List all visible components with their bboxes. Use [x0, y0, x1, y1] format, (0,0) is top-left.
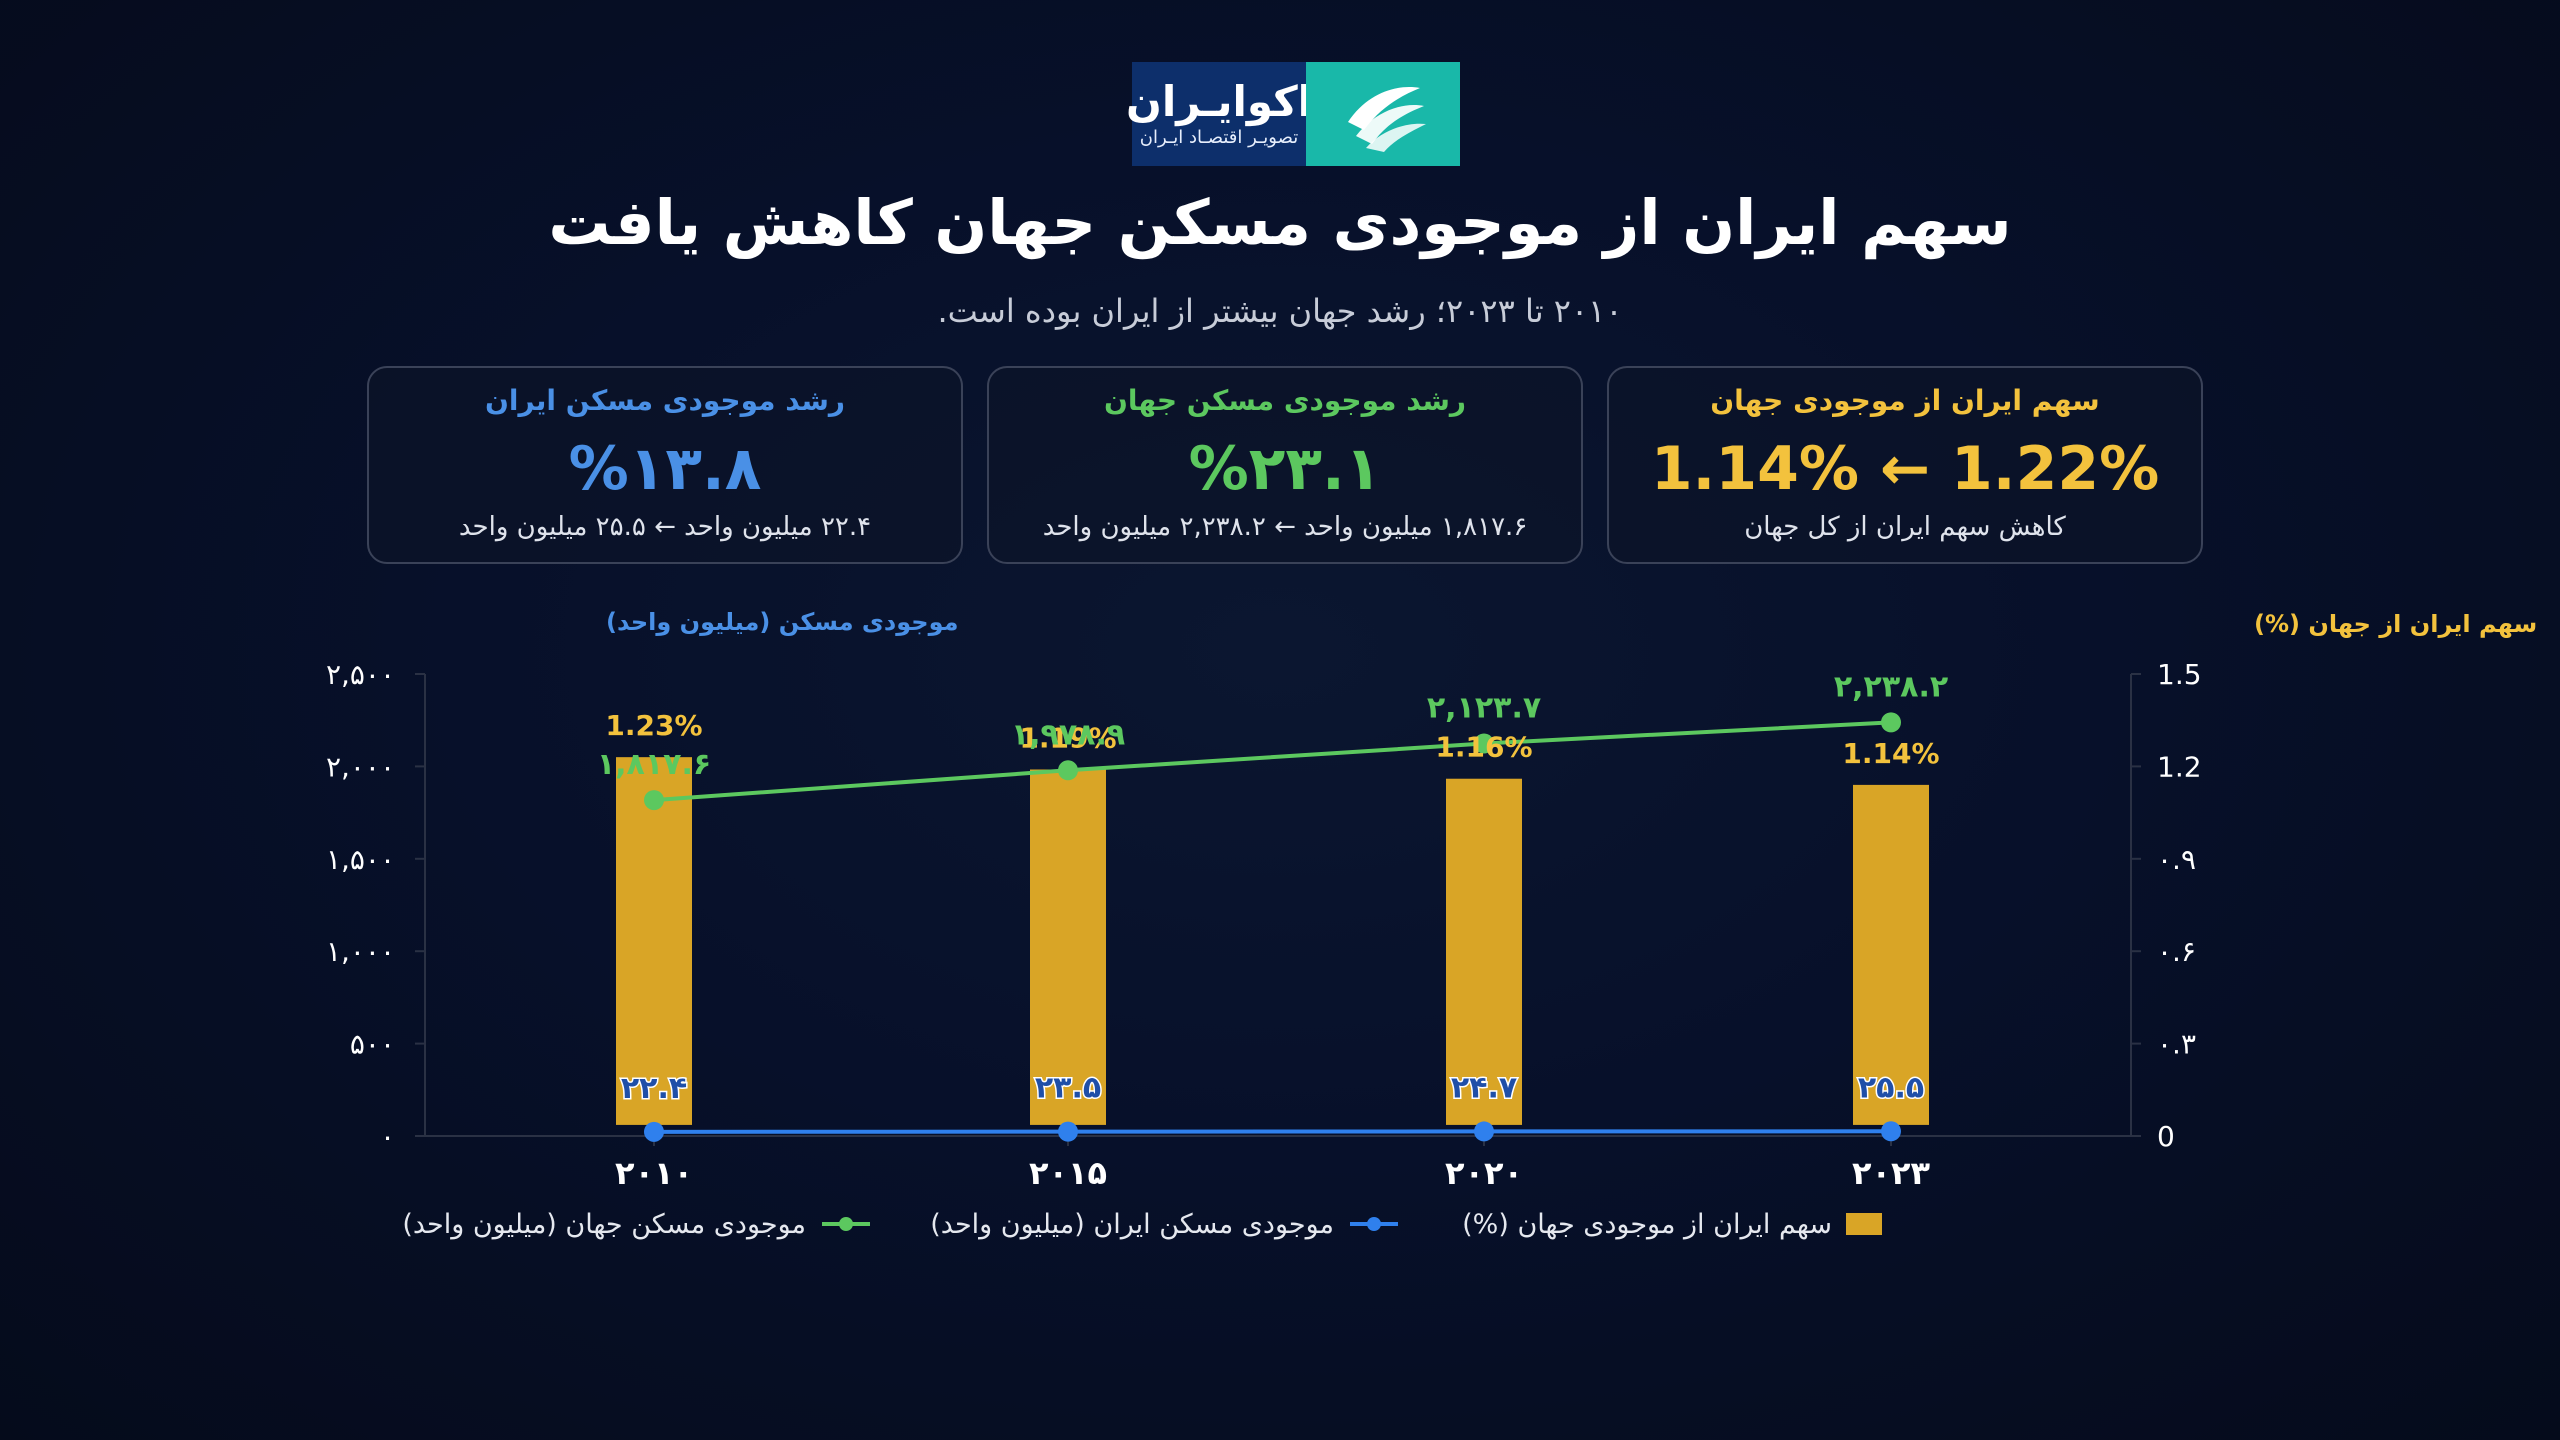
page-subtitle: ۲۰۱۰ تا ۲۰۲۳؛ رشد جهان بیشتر از ایران بو… [937, 292, 1623, 330]
legend-share-label: سهم ایران از موجودی جهان (%) [1462, 1208, 1832, 1240]
iran-point [644, 1121, 664, 1142]
card-iran-growth-note: ۲۲.۴ میلیون واحد ← ۲۵.۵ میلیون واحد [458, 512, 872, 542]
card-iran-share-title: سهم ایران از موجودی جهان [1710, 384, 2100, 417]
y-right-tick-label: 1.2 [2157, 750, 2202, 783]
card-iran-growth-title: رشد موجودی مسکن ایران [484, 384, 846, 417]
x-tick-label: ۲۰۲۳ [1852, 1154, 1931, 1192]
card-iran-share-note: کاهش سهم ایران از کل جهان [1744, 512, 2066, 542]
world-point [1881, 712, 1901, 733]
legend-iran-label: موجودی مسکن ایران (میلیون واحد) [930, 1208, 1334, 1240]
share-bar-label: 1.16% [1435, 731, 1532, 764]
card-world-growth-note: ۱,۸۱۷.۶ میلیون واحد ← ۲,۲۳۸.۲ میلیون واح… [1042, 512, 1528, 542]
y-left-tick-label: ۱,۵۰۰ [326, 843, 395, 876]
card-world-growth-value: %۲۳.۱ [1188, 434, 1382, 504]
card-world-growth-title: رشد موجودی مسکن جهان [1103, 384, 1467, 417]
share-bar [1853, 784, 1929, 1125]
y-left-tick-label: ۲,۰۰۰ [326, 750, 395, 783]
legend-share-swatch [1846, 1213, 1882, 1235]
iran-point-label: ۲۲.۴ [621, 1071, 687, 1106]
legend-item-world: موجودی مسکن جهان (میلیون واحد) [402, 1204, 872, 1244]
iran-point [1058, 1121, 1078, 1142]
card-iran-growth: رشد موجودی مسکن ایران %۱۳.۸ ۲۲.۴ میلیون … [367, 366, 963, 564]
card-iran-growth-value: %۱۳.۸ [568, 434, 762, 504]
logo: اکوایـران تصویـر اقتصـاد ایـران [1126, 62, 1460, 166]
world-point [644, 790, 664, 811]
world-point-label: ۱,۹۷۸.۹ [1011, 717, 1125, 752]
legend-item-share: سهم ایران از موجودی جهان (%) [1462, 1204, 1882, 1244]
iran-point [1881, 1121, 1901, 1142]
y-right-tick-label: 0 [2157, 1120, 2175, 1153]
logo-icon [1306, 62, 1460, 166]
x-tick-label: ۲۰۱۵ [1029, 1154, 1107, 1192]
logo-wordmark: اکوایـران تصویـر اقتصـاد ایـران [1126, 62, 1312, 166]
card-iran-share: سهم ایران از موجودی جهان 1.22% ← 1.14% ک… [1607, 366, 2203, 564]
iran-point-label: ۲۳.۵ [1035, 1071, 1101, 1106]
legend-world-label: موجودی مسکن جهان (میلیون واحد) [402, 1208, 806, 1240]
share-bar [1030, 769, 1106, 1125]
share-bar [1446, 778, 1522, 1125]
y-right-tick-label: ۰.۳ [2157, 1028, 2196, 1061]
legend-item-iran: موجودی مسکن ایران (میلیون واحد) [930, 1204, 1400, 1244]
card-iran-share-value: 1.22% ← 1.14% [1650, 434, 2160, 504]
legend-world-swatch [822, 1217, 870, 1231]
iran-series-line [653, 1129, 1892, 1134]
iran-point-label: ۲۴.۷ [1451, 1070, 1517, 1105]
x-tick-label: ۲۰۱۰ [615, 1154, 693, 1192]
share-bar-label: 1.14% [1842, 737, 1939, 770]
share-bar-label: 1.23% [605, 709, 702, 742]
page-title: سهم ایران از موجودی مسکن جهان کاهش یافت [548, 186, 2012, 259]
y-left-tick-label: ۱,۰۰۰ [326, 935, 395, 968]
world-point-label: ۲,۲۳۸.۲ [1834, 669, 1948, 704]
world-point [1058, 760, 1078, 781]
world-point [1474, 733, 1494, 754]
y-axis-left-title: موجودی مسکن (میلیون واحد) [606, 608, 959, 636]
share-bar-label: 1.19% [1019, 721, 1116, 754]
logo-tagline: تصویـر اقتصـاد ایـران [1139, 127, 1299, 148]
y-right-tick-label: 1.5 [2157, 658, 2202, 691]
legend-iran-swatch [1350, 1217, 1398, 1231]
y-left-tick-label: ۰ [380, 1120, 395, 1153]
x-tick-label: ۲۰۲۰ [1445, 1154, 1523, 1192]
share-bar [616, 757, 692, 1125]
y-right-tick-label: ۰.۹ [2157, 843, 2196, 876]
y-left-tick-label: ۲,۵۰۰ [326, 658, 395, 691]
world-series-line [653, 720, 1892, 803]
y-axis-right-title: سهم ایران از جهان (%) [2254, 610, 2537, 638]
world-point-label: ۲,۱۲۳.۷ [1427, 691, 1541, 726]
card-world-growth: رشد موجودی مسکن جهان %۲۳.۱ ۱,۸۱۷.۶ میلیو… [987, 366, 1583, 564]
y-right-tick-label: ۰.۶ [2157, 935, 2196, 968]
world-point-label: ۱,۸۱۷.۶ [597, 747, 711, 782]
iran-point [1474, 1121, 1494, 1142]
iran-point-label: ۲۵.۵ [1858, 1070, 1924, 1105]
y-left-tick-label: ۵۰۰ [350, 1028, 395, 1061]
logo-name: اکوایـران [1125, 77, 1313, 126]
